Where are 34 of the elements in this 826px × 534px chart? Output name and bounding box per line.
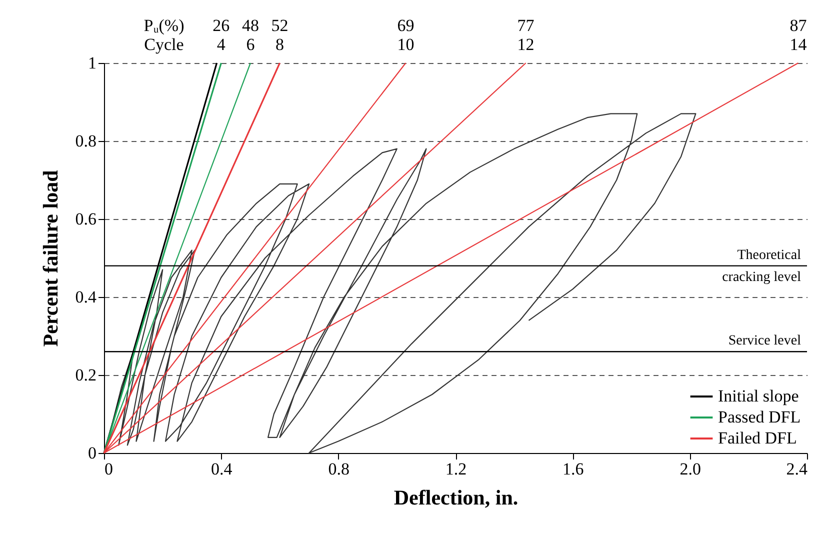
y-tick-label: 0.8 xyxy=(75,132,96,150)
legend-label: Failed DFL xyxy=(718,428,797,448)
x-tick-label: 0.4 xyxy=(211,460,233,478)
legend-label: Passed DFL xyxy=(718,408,801,426)
annotation: 14 xyxy=(790,35,808,54)
x-tick-label: 2.0 xyxy=(680,460,701,478)
ref-line-label: Theoretical cracking level xyxy=(722,248,802,285)
y-tick-label: 0.6 xyxy=(75,210,96,228)
annotation: 87 xyxy=(790,16,808,35)
x-tick-label: 1.2 xyxy=(445,460,467,478)
y-tick-label: 1 xyxy=(88,54,96,72)
y-tick-label: 0.4 xyxy=(75,288,97,306)
text: Pᵤ(%) xyxy=(144,16,184,35)
annotation: 12 xyxy=(517,35,534,54)
x-axis-title: Deflection, in. xyxy=(394,486,518,510)
x-tick-label: 0 xyxy=(104,460,113,478)
legend-label: Initial slope xyxy=(718,386,799,406)
y-tick-label: 0.2 xyxy=(75,366,96,384)
annotation: 69 xyxy=(397,16,414,35)
annotation: 6 xyxy=(246,35,255,54)
text: Cycle xyxy=(144,35,184,54)
annotation: 48 xyxy=(242,16,259,35)
annotation: 8 xyxy=(276,35,284,54)
y-axis-title: Percent failure load xyxy=(38,170,62,347)
annotation: 10 xyxy=(397,35,414,54)
y-tick-label: 0 xyxy=(88,444,96,462)
annotation: 52 xyxy=(271,16,288,35)
annotation: 77 xyxy=(517,16,535,35)
ref-line-label: Service level xyxy=(728,334,802,349)
annotation: 4 xyxy=(216,35,226,54)
x-tick-label: 2.4 xyxy=(786,460,808,478)
x-tick-label: 0.8 xyxy=(328,460,350,478)
x-tick-label: 1.6 xyxy=(562,460,584,478)
annotation: 26 xyxy=(212,16,230,35)
